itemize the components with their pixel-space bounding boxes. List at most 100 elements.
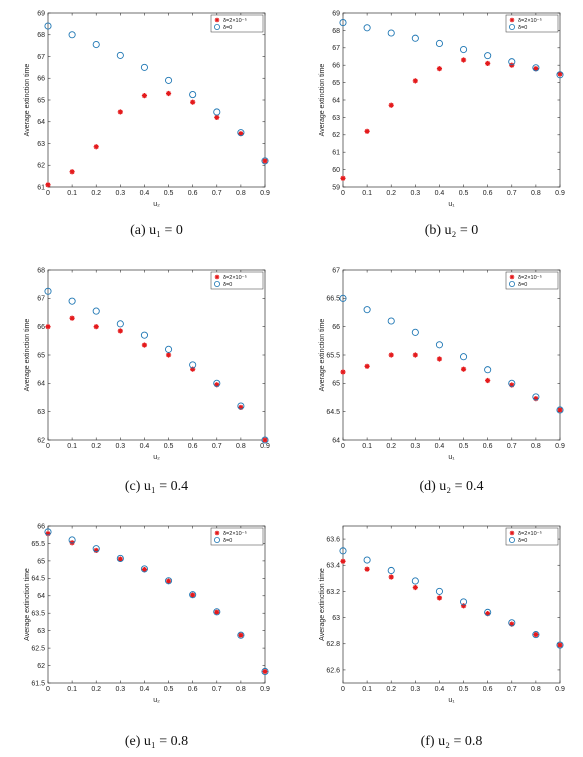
data-point-circle (339, 547, 347, 555)
data-point-star (557, 71, 563, 77)
panel-caption: (d) u₂ = 0.4 (419, 479, 483, 494)
data-point-star (340, 175, 346, 181)
x-tick-label: 0.2 (91, 443, 101, 450)
legend-circle-marker (213, 23, 220, 30)
y-tick-label: 67 (332, 45, 340, 52)
legend: δ=2×10⁻⁵δ=0 (210, 14, 264, 33)
data-point-circle (435, 341, 443, 349)
y-axis-label: Average extinction time (24, 64, 31, 137)
data-point-star (93, 324, 99, 330)
series-delta-2e-5 (340, 558, 563, 648)
x-tick-label: 0.4 (435, 686, 445, 693)
y-tick-label: 62 (37, 663, 45, 670)
data-point-circle (237, 631, 245, 639)
y-tick-label: 63.4 (326, 563, 340, 570)
x-tick-label: 0.9 (260, 686, 270, 693)
data-point-star (165, 352, 172, 358)
data-point-circle (140, 565, 148, 573)
x-tick-label: 0.7 (507, 443, 517, 450)
x-tick-label: 0.3 (115, 190, 125, 197)
data-point-circle (140, 63, 148, 71)
data-point-circle (508, 619, 516, 627)
x-tick-label: 0.8 (236, 443, 246, 450)
x-tick-label: 0.4 (435, 443, 445, 450)
x-tick-label: 0.2 (91, 190, 101, 197)
y-tick-label: 69 (332, 10, 340, 17)
y-tick-label: 63 (332, 615, 340, 622)
panel-c: 0 0.1 0.2 0.3 0.4 0.5 0.6 0.7 0.8 0.9 62 63 64 65 66 67… (24, 267, 270, 494)
x-tick-label: 0.6 (188, 686, 198, 693)
y-tick-label: 63 (37, 141, 45, 148)
x-tick-label: 0.2 (386, 190, 396, 197)
legend-circle-marker (508, 23, 515, 30)
data-point-circle (387, 29, 395, 37)
data-point-star (262, 668, 268, 675)
data-point-circle (68, 297, 76, 305)
legend-star-marker (214, 17, 220, 23)
data-point-circle (189, 91, 197, 99)
data-point-circle (363, 24, 371, 32)
y-tick-label: 67 (37, 54, 45, 61)
legend-star-marker (509, 530, 515, 536)
x-tick-label: 0.6 (188, 190, 198, 197)
data-point-star (533, 396, 539, 402)
x-axis-label: u₁ (448, 201, 455, 208)
data-point-circle (411, 577, 419, 585)
data-point-star (45, 182, 51, 188)
y-tick-label: 65 (332, 381, 340, 388)
y-tick-label: 63 (37, 628, 45, 635)
data-point-star (165, 90, 172, 97)
data-point-circle (532, 64, 540, 72)
plot-frame (342, 269, 561, 441)
x-tick-label: 0.3 (410, 443, 420, 450)
data-point-star (117, 556, 123, 562)
series-delta-2e-5 (45, 90, 268, 188)
data-point-star (190, 592, 196, 598)
y-tick-label: 63 (37, 409, 45, 416)
x-tick-label: 0.4 (140, 190, 150, 197)
data-point-star (214, 382, 220, 388)
data-point-circle (92, 545, 100, 553)
legend-box (210, 527, 264, 546)
x-tick-label: 0 (46, 443, 50, 450)
data-point-circle (532, 631, 540, 639)
panel-caption: (f) u₂ = 0.8 (421, 734, 483, 749)
y-axis-label: Average extinction time (24, 568, 31, 641)
y-axis-label: Average extinction time (319, 568, 326, 641)
data-point-circle (261, 436, 269, 444)
y-tick-label: 65 (37, 97, 45, 104)
data-point-circle (213, 379, 221, 387)
series-delta-0 (339, 547, 564, 649)
y-tick-label: 65 (37, 558, 45, 565)
data-point-circle (363, 556, 371, 564)
y-tick-label: 67 (37, 296, 45, 303)
y-tick-label: 62.6 (326, 667, 340, 674)
y-tick-label: 66 (332, 63, 340, 70)
data-point-star (93, 547, 99, 554)
x-tick-label: 0 (341, 686, 345, 693)
data-point-circle (363, 306, 371, 314)
y-tick-label: 65 (332, 80, 340, 87)
legend-star-marker (214, 530, 220, 536)
data-point-circle (508, 58, 516, 66)
data-point-star (340, 369, 346, 375)
x-tick-label: 0.3 (410, 190, 420, 197)
data-point-circle (508, 379, 516, 387)
x-tick-label: 0.1 (362, 686, 372, 693)
legend-entry: δ=0 (223, 282, 232, 288)
x-tick-label: 0.4 (140, 686, 150, 693)
x-tick-label: 0.1 (67, 443, 77, 450)
data-point-circle (339, 294, 347, 302)
data-point-star (238, 131, 244, 137)
data-point-star (460, 366, 467, 372)
data-point-star (69, 315, 75, 321)
data-point-circle (484, 52, 492, 60)
y-tick-label: 63.2 (326, 589, 340, 596)
data-point-circle (165, 76, 173, 84)
panel-d: 0 0.1 0.2 0.3 0.4 0.5 0.6 0.7 0.8 0.9 64 64.5 65 65.5… (319, 267, 565, 494)
x-tick-label: 0.8 (531, 686, 541, 693)
y-tick-label: 65 (37, 352, 45, 359)
data-point-circle (237, 129, 245, 137)
data-point-star (485, 377, 491, 384)
plot-frame (47, 12, 266, 188)
